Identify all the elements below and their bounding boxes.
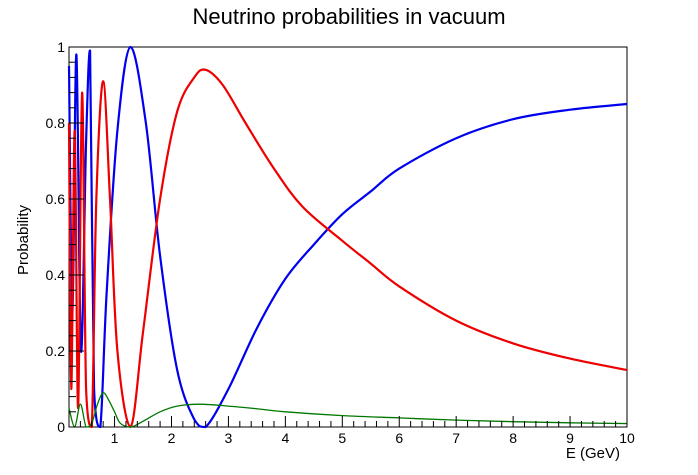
series-line-2 — [67, 68, 628, 429]
series-line-1 — [67, 45, 628, 429]
chart-title: Neutrino probabilities in vacuum — [192, 4, 505, 29]
series-layer — [67, 45, 628, 429]
plot-frame — [68, 46, 628, 428]
y-tick-label: 0.4 — [46, 267, 66, 283]
x-tick-label: 5 — [338, 430, 346, 446]
x-tick-label: 10 — [619, 430, 635, 446]
y-axis-label: Probability — [15, 204, 32, 275]
x-tick-label: 7 — [452, 430, 460, 446]
x-tick-label: 8 — [509, 430, 517, 446]
y-tick-label: 1 — [57, 39, 65, 55]
x-axis-label: E (GeV) — [566, 445, 620, 462]
x-tick-label: 9 — [566, 430, 574, 446]
series-line-3 — [68, 392, 628, 428]
x-tick-label: 3 — [225, 430, 233, 446]
axes-layer: 1 2 3 4 5 6 7 8 9 10 0 0.2 0.4 0.6 0.8 1 — [46, 39, 635, 446]
x-tick-label: 6 — [395, 430, 403, 446]
y-tick-label: 0.2 — [46, 343, 66, 359]
y-tick-label: 0.6 — [46, 191, 66, 207]
x-tick-label: 4 — [281, 430, 289, 446]
x-tick-label: 2 — [168, 430, 176, 446]
x-tick-label: 1 — [111, 430, 119, 446]
y-tick-label: 0.8 — [46, 115, 66, 131]
y-tick-label: 0 — [57, 419, 65, 435]
